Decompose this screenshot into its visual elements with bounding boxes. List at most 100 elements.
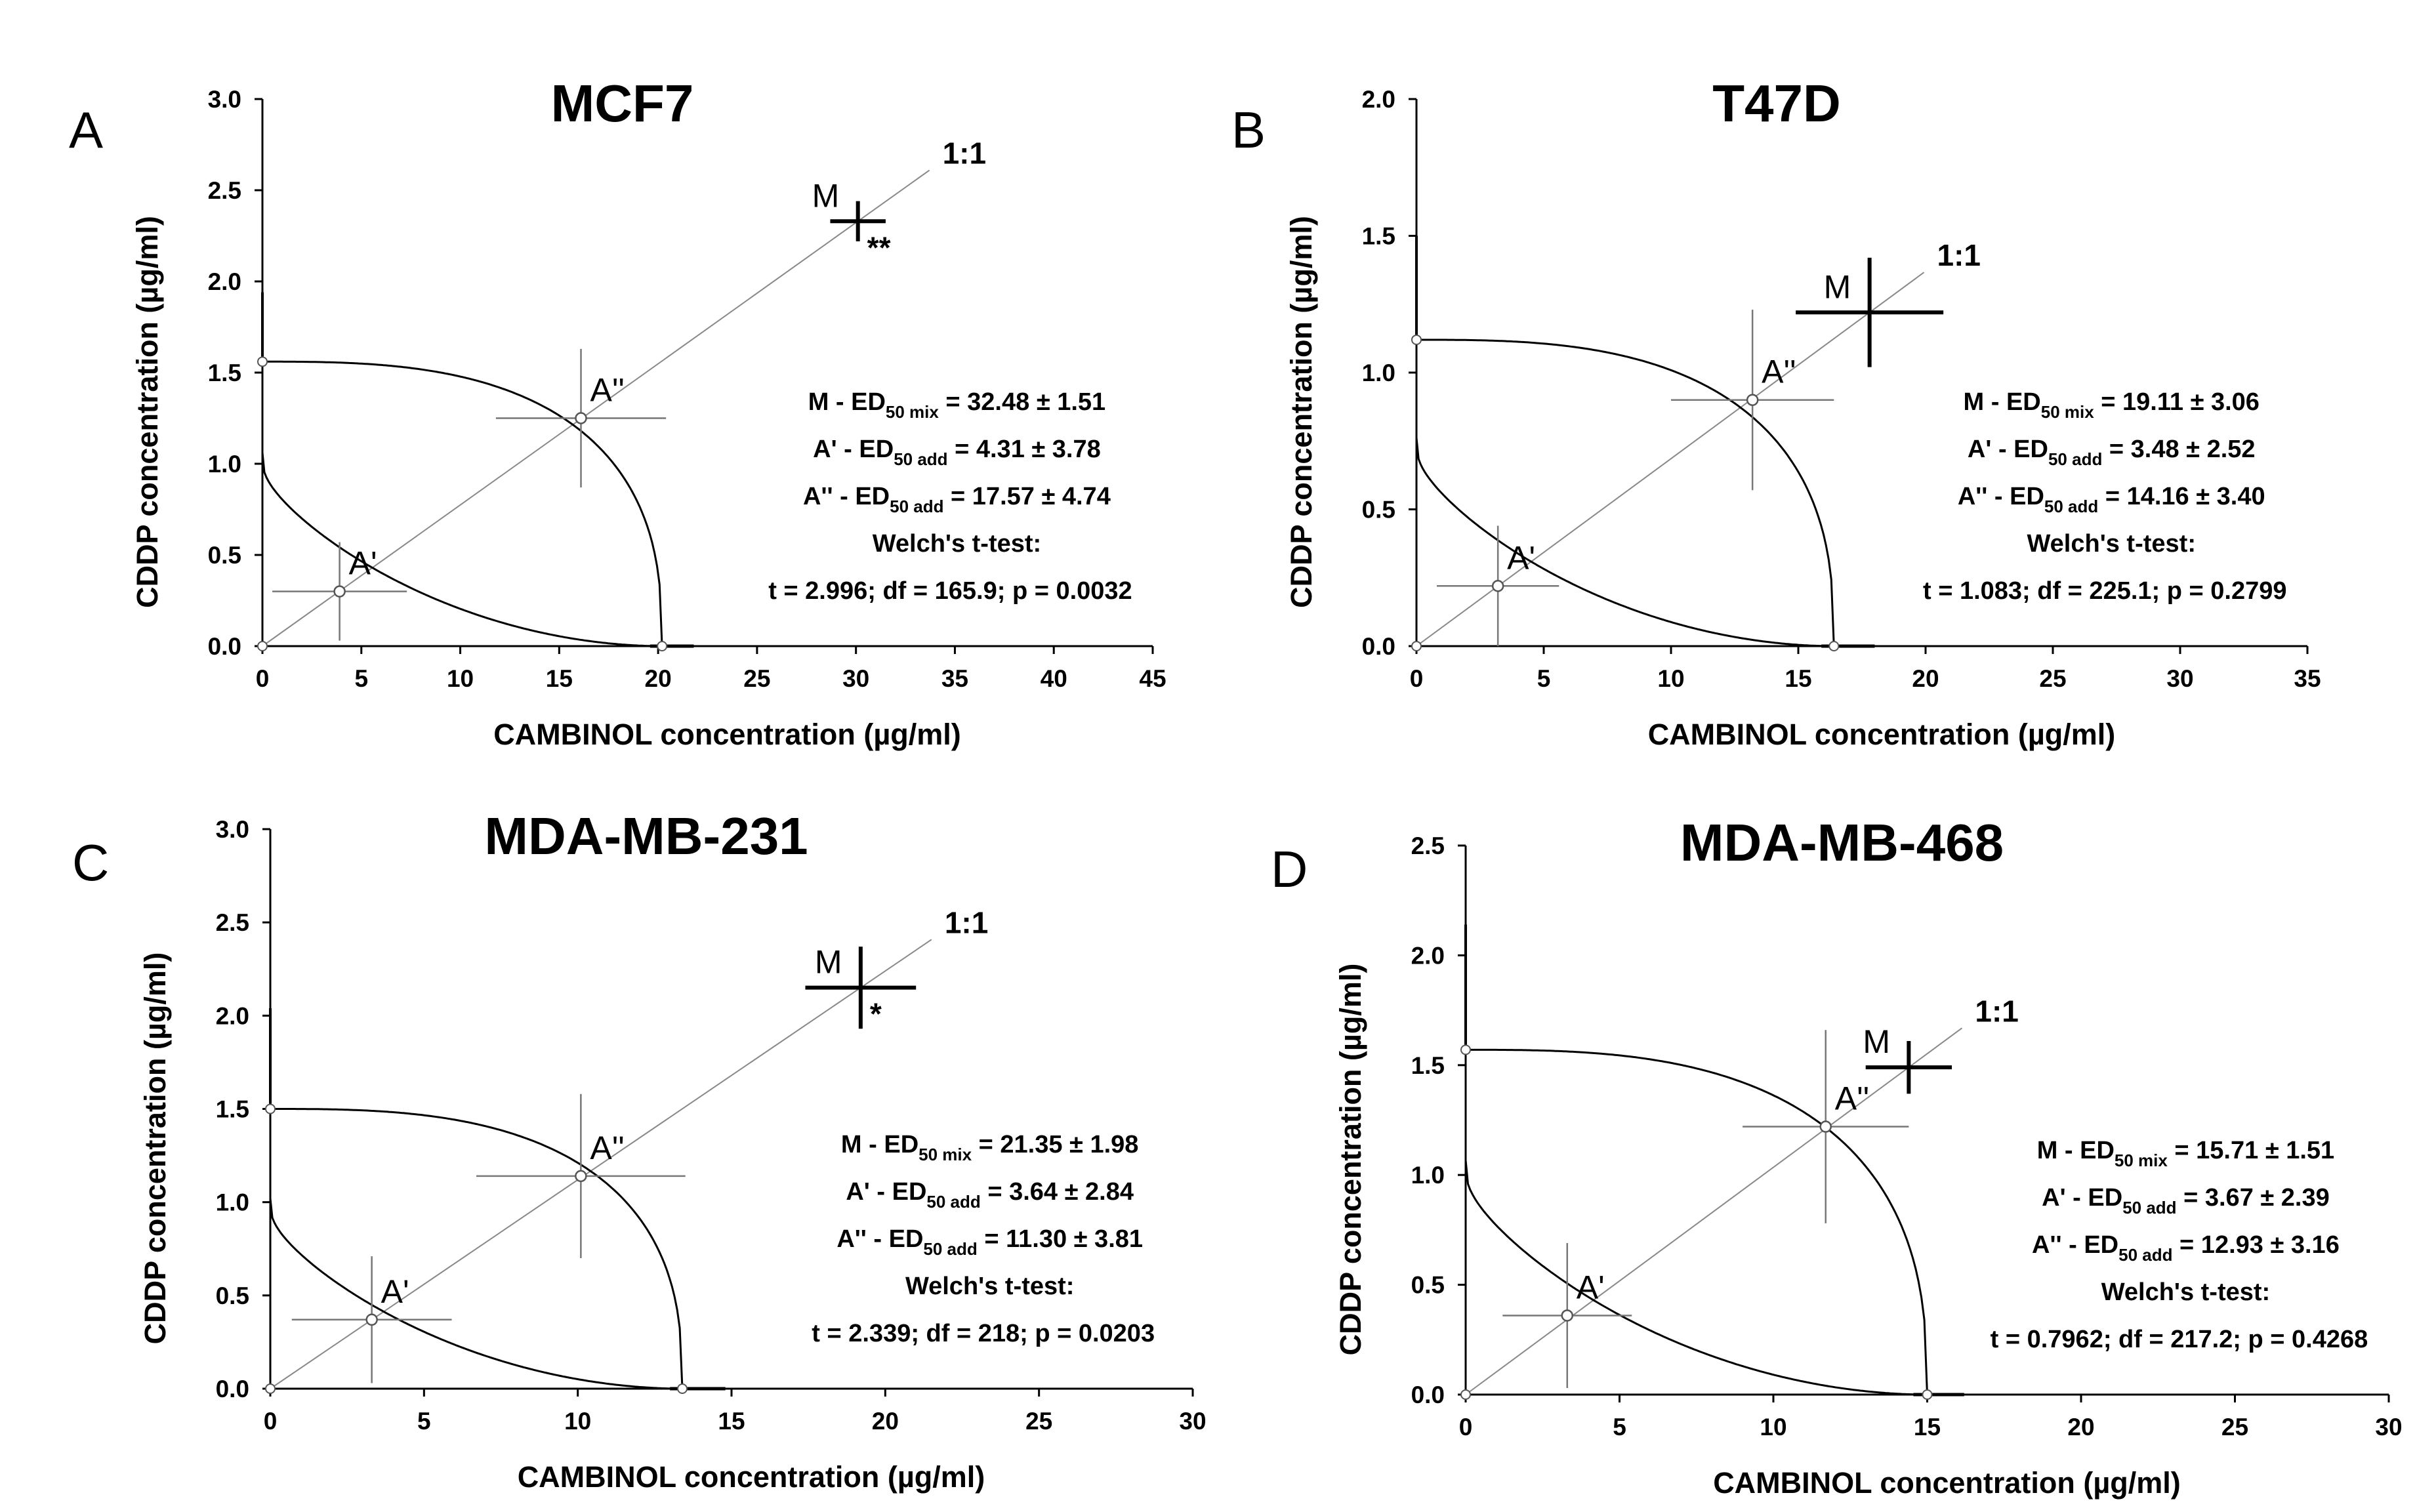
stat-line-add2: A'' - ED50 add = 12.93 ± 3.16 <box>2032 1231 2340 1265</box>
y-tick-label: 1.5 <box>208 359 241 386</box>
point-marker <box>575 1170 587 1183</box>
stat-line-add1: A' - ED50 add = 3.48 ± 2.52 <box>1968 436 2256 469</box>
lower-isobole <box>1415 438 1834 647</box>
intercept-marker <box>1411 641 1422 651</box>
stat-prefix: A'' - ED <box>803 483 890 510</box>
lower-isobole <box>261 452 663 647</box>
panel-title: MDA-MB-231 <box>484 807 808 865</box>
y-tick-label: 0.5 <box>1362 497 1395 523</box>
x-tick-label: 0 <box>1459 1414 1473 1440</box>
intercept-marker <box>657 641 668 651</box>
y-tick-label: 2.5 <box>208 177 241 204</box>
stat-prefix: A'' - ED <box>836 1225 923 1253</box>
upper-isobole <box>1416 338 1835 647</box>
stat-line-add1: A' - ED50 add = 3.64 ± 2.84 <box>846 1178 1134 1212</box>
y-tick-label: 2.5 <box>216 909 249 936</box>
panel-title: MCF7 <box>551 74 694 133</box>
x-tick-label: 10 <box>564 1408 591 1435</box>
isobologram-mcf7: A MCF7 0 5 10 15 20 25 30 35 40 45 0.0 0.5 1.0 1.5 2.0 2.… <box>69 74 1166 751</box>
stat-subscript: 50 add <box>2122 1198 2176 1217</box>
intercept-marker <box>265 1103 276 1114</box>
panel-c: C MDA-MB-231 0 5 10 15 20 25 30 0.0 0.5 1.0 1.5 2.0 2.… <box>0 756 1218 1511</box>
stat-prefix: A'' - ED <box>2032 1231 2118 1259</box>
x-tick-label: 10 <box>1760 1414 1786 1440</box>
intercept-marker <box>257 356 268 367</box>
intercept-marker <box>1828 641 1840 651</box>
point-marker <box>1491 580 1504 592</box>
point-label: M <box>1863 1023 1890 1060</box>
x-tick-label: 40 <box>1041 665 1067 692</box>
point-label: A' <box>381 1273 409 1310</box>
x-tick-label: 5 <box>417 1408 431 1435</box>
x-tick-label: 5 <box>1613 1414 1626 1440</box>
y-tick-label: 2.0 <box>1411 942 1445 969</box>
point-label: M <box>812 177 840 214</box>
panel-letter: A <box>69 101 103 159</box>
x-tick-label: 35 <box>941 665 968 692</box>
point-label: A' <box>1507 539 1535 576</box>
x-tick-label: 0 <box>256 665 270 692</box>
significance-marker: * <box>870 997 882 1031</box>
stat-subscript: 50 mix <box>886 402 939 422</box>
stat-subscript: 50 add <box>894 449 947 469</box>
x-axis-label: CAMBINOL concentration (µg/ml) <box>1648 718 2116 751</box>
panel-title: MDA-MB-468 <box>1680 813 2004 872</box>
stat-subscript: 50 add <box>2044 497 2098 516</box>
lower-isobole <box>269 1198 682 1390</box>
point-marker <box>1819 1120 1832 1133</box>
line-1-to-1 <box>1416 272 1925 647</box>
panel-b: B T47D 0 5 10 15 20 25 30 35 0.0 0.5 1.0 1.5 2.0 CAMBIN… <box>1218 0 2436 756</box>
stat-value: = 3.64 ± 2.84 <box>981 1178 1134 1206</box>
point-marker <box>333 585 346 598</box>
y-tick-label: 1.5 <box>1411 1052 1445 1079</box>
intercept-marker <box>1411 334 1422 345</box>
stat-value: = 12.93 ± 3.16 <box>2173 1231 2340 1259</box>
x-tick-label: 25 <box>2221 1414 2248 1440</box>
welch-test-title: Welch's t-test: <box>873 530 1041 558</box>
isobologram-mda-mb-468: D MDA-MB-468 0 5 10 15 20 25 30 0.0 0.5 1.0 1.5 2.0 2.… <box>1271 813 2403 1500</box>
y-tick-label: 1.0 <box>208 451 241 478</box>
y-tick-label: 1.5 <box>216 1096 249 1123</box>
welch-test-result: t = 2.996; df = 165.9; p = 0.0032 <box>768 577 1132 605</box>
welch-test-title: Welch's t-test: <box>2101 1278 2270 1306</box>
x-tick-label: 10 <box>1657 665 1684 692</box>
stat-prefix: M - ED <box>841 1131 919 1158</box>
panel-letter: B <box>1231 101 1266 159</box>
stat-prefix: A' - ED <box>846 1178 926 1206</box>
significance-marker: ** <box>867 230 891 264</box>
line-1-to-1-label: 1:1 <box>943 136 986 171</box>
x-tick-label: 45 <box>1139 665 1166 692</box>
intercept-marker <box>1460 1389 1471 1400</box>
y-tick-label: 3.0 <box>216 816 249 843</box>
welch-test-title: Welch's t-test: <box>905 1273 1074 1300</box>
stat-line-mix: M - ED50 mix = 15.71 ± 1.51 <box>2037 1137 2335 1170</box>
x-tick-label: 15 <box>1914 1414 1941 1440</box>
point-label: A'' <box>590 372 625 409</box>
stat-line-add1: A' - ED50 add = 4.31 ± 3.78 <box>813 436 1101 469</box>
stat-subscript: 50 add <box>890 497 943 516</box>
x-tick-label: 0 <box>1410 665 1424 692</box>
y-tick-label: 2.5 <box>1411 832 1445 859</box>
x-tick-label: 5 <box>354 665 368 692</box>
stat-value: = 15.71 ± 1.51 <box>2168 1137 2334 1164</box>
x-tick-label: 25 <box>1025 1408 1052 1435</box>
stat-line-add2: A'' - ED50 add = 17.57 ± 4.74 <box>803 483 1111 516</box>
lower-isobole <box>1464 1160 1928 1396</box>
point-label: A' <box>1577 1269 1605 1305</box>
point-marker <box>1746 394 1759 406</box>
line-1-to-1-label: 1:1 <box>1937 238 1981 272</box>
point-marker <box>365 1313 378 1326</box>
panel-d: D MDA-MB-468 0 5 10 15 20 25 30 0.0 0.5 1.0 1.5 2.0 2.… <box>1218 756 2436 1511</box>
y-tick-label: 0.0 <box>1411 1381 1445 1408</box>
stat-subscript: 50 add <box>926 1192 980 1212</box>
point-label: A' <box>349 545 377 582</box>
stat-subscript: 50 mix <box>2041 402 2094 422</box>
stat-line-add2: A'' - ED50 add = 14.16 ± 3.40 <box>1958 483 2265 516</box>
intercept-marker <box>1460 1044 1471 1055</box>
stat-value: = 21.35 ± 1.98 <box>972 1131 1138 1158</box>
y-tick-label: 0.0 <box>208 633 241 660</box>
point-label: A'' <box>1762 354 1796 390</box>
x-tick-label: 30 <box>2166 665 2193 692</box>
y-tick-label: 2.0 <box>216 1002 249 1029</box>
x-axis-label: CAMBINOL concentration (µg/ml) <box>1713 1466 2181 1500</box>
